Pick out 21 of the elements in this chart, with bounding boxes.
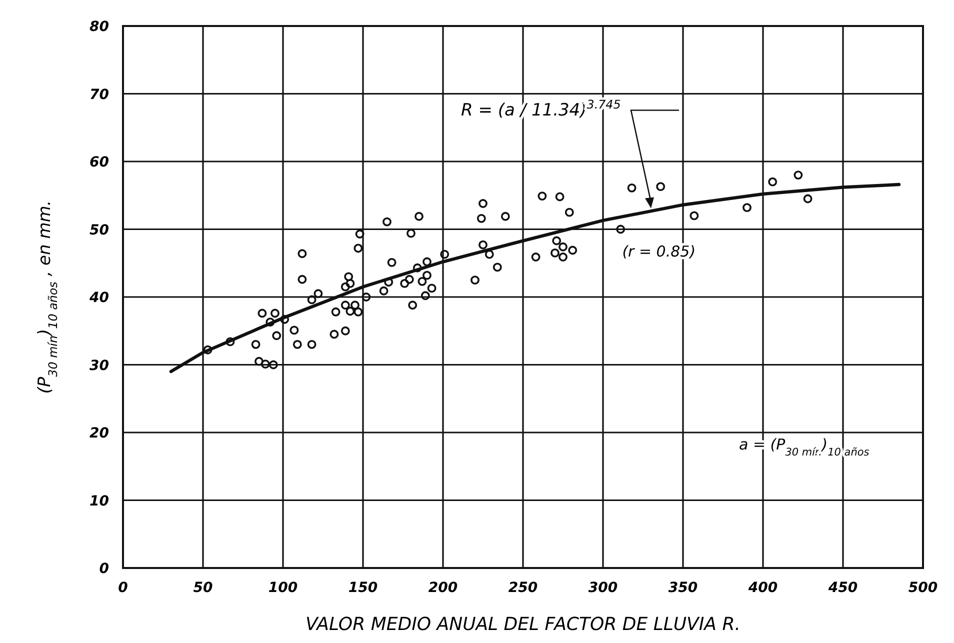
- y-tick-label: 10: [90, 493, 110, 510]
- y-tick-label: 40: [88, 290, 110, 306]
- y-tick-label: 20: [90, 426, 110, 442]
- x-tick-label: 100: [268, 580, 298, 596]
- x-tick-label: 0: [118, 580, 128, 596]
- x-axis-title: VALOR MEDIO ANUAL DEL FACTOR DE LLUVIA R.: [306, 614, 740, 635]
- x-tick-label: 450: [827, 580, 858, 596]
- y-tick-label: 60: [90, 154, 110, 170]
- y-tick-label: 80: [90, 19, 110, 35]
- x-tick-label: 200: [428, 580, 458, 596]
- y-tick-label: 50: [90, 222, 110, 238]
- x-tick-label: 50: [193, 580, 213, 596]
- x-tick-label: 300: [588, 580, 618, 596]
- x-tick-label: 150: [348, 580, 378, 596]
- y-tick-label: 30: [90, 358, 110, 374]
- x-tick-label: 500: [908, 580, 938, 596]
- y-tick-label: 0: [99, 561, 110, 577]
- x-tick-label: 400: [747, 580, 778, 596]
- y-tick-label: 70: [90, 86, 110, 103]
- x-tick-label: 250: [508, 580, 538, 596]
- x-tick-label: 350: [668, 580, 698, 596]
